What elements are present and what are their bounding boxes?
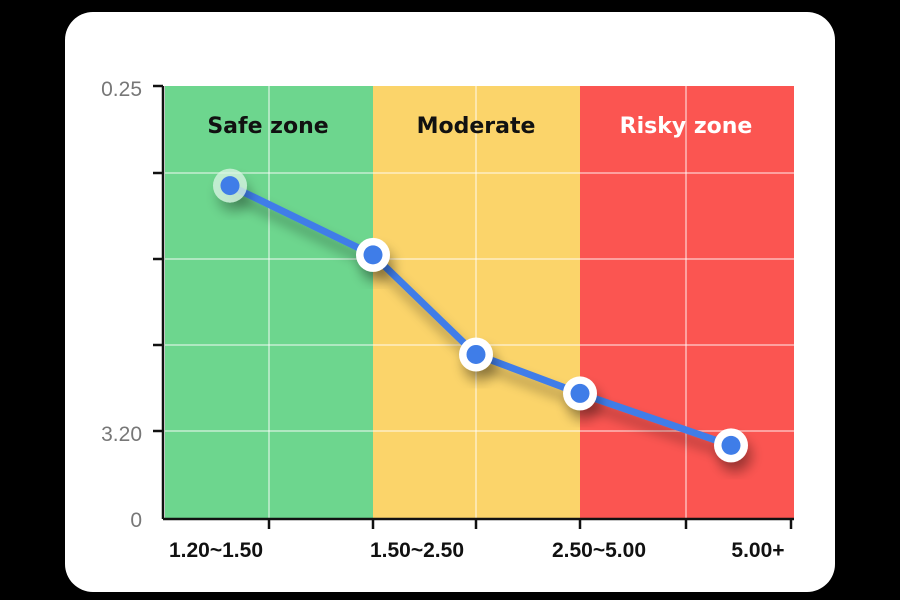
data-point-dot	[466, 344, 486, 364]
zone-band-1	[165, 86, 373, 519]
zone-label-moderate: Moderate	[417, 114, 536, 139]
series-layer	[213, 168, 748, 463]
data-point-dot	[570, 383, 590, 403]
ticks	[153, 84, 793, 529]
data-point-dot	[721, 435, 741, 455]
data-point-dot	[220, 176, 240, 196]
y-tick-label-top: 0.25	[101, 78, 142, 101]
zones-layer	[165, 86, 794, 519]
zone-labels: Safe zone Moderate Risky zone	[207, 114, 752, 139]
x-tick-label-3: 2.50~5.00	[552, 539, 646, 562]
data-point-1	[213, 168, 247, 203]
data-point-dot	[363, 245, 383, 265]
y-tick-labels: 0.25 3.20 0	[101, 78, 142, 532]
data-point-3	[459, 337, 493, 372]
x-tick-label-4: 5.00+	[731, 539, 784, 562]
x-tick-label-1: 1.20~1.50	[169, 539, 263, 562]
zone-label-safe: Safe zone	[207, 114, 328, 139]
zone-label-risky: Risky zone	[620, 114, 753, 139]
y-tick-label-mid: 3.20	[101, 423, 142, 446]
gridlines	[163, 86, 794, 519]
x-tick-label-2: 1.50~2.50	[370, 539, 464, 562]
data-point-2	[356, 237, 390, 272]
zone-band-2	[373, 86, 580, 519]
data-point-4	[563, 376, 597, 411]
data-point-5	[714, 428, 748, 463]
y-tick-label-zero: 0	[130, 509, 142, 532]
zone-band-3	[580, 86, 794, 519]
x-tick-labels: 1.20~1.50 1.50~2.50 2.50~5.00 5.00+	[169, 539, 785, 562]
